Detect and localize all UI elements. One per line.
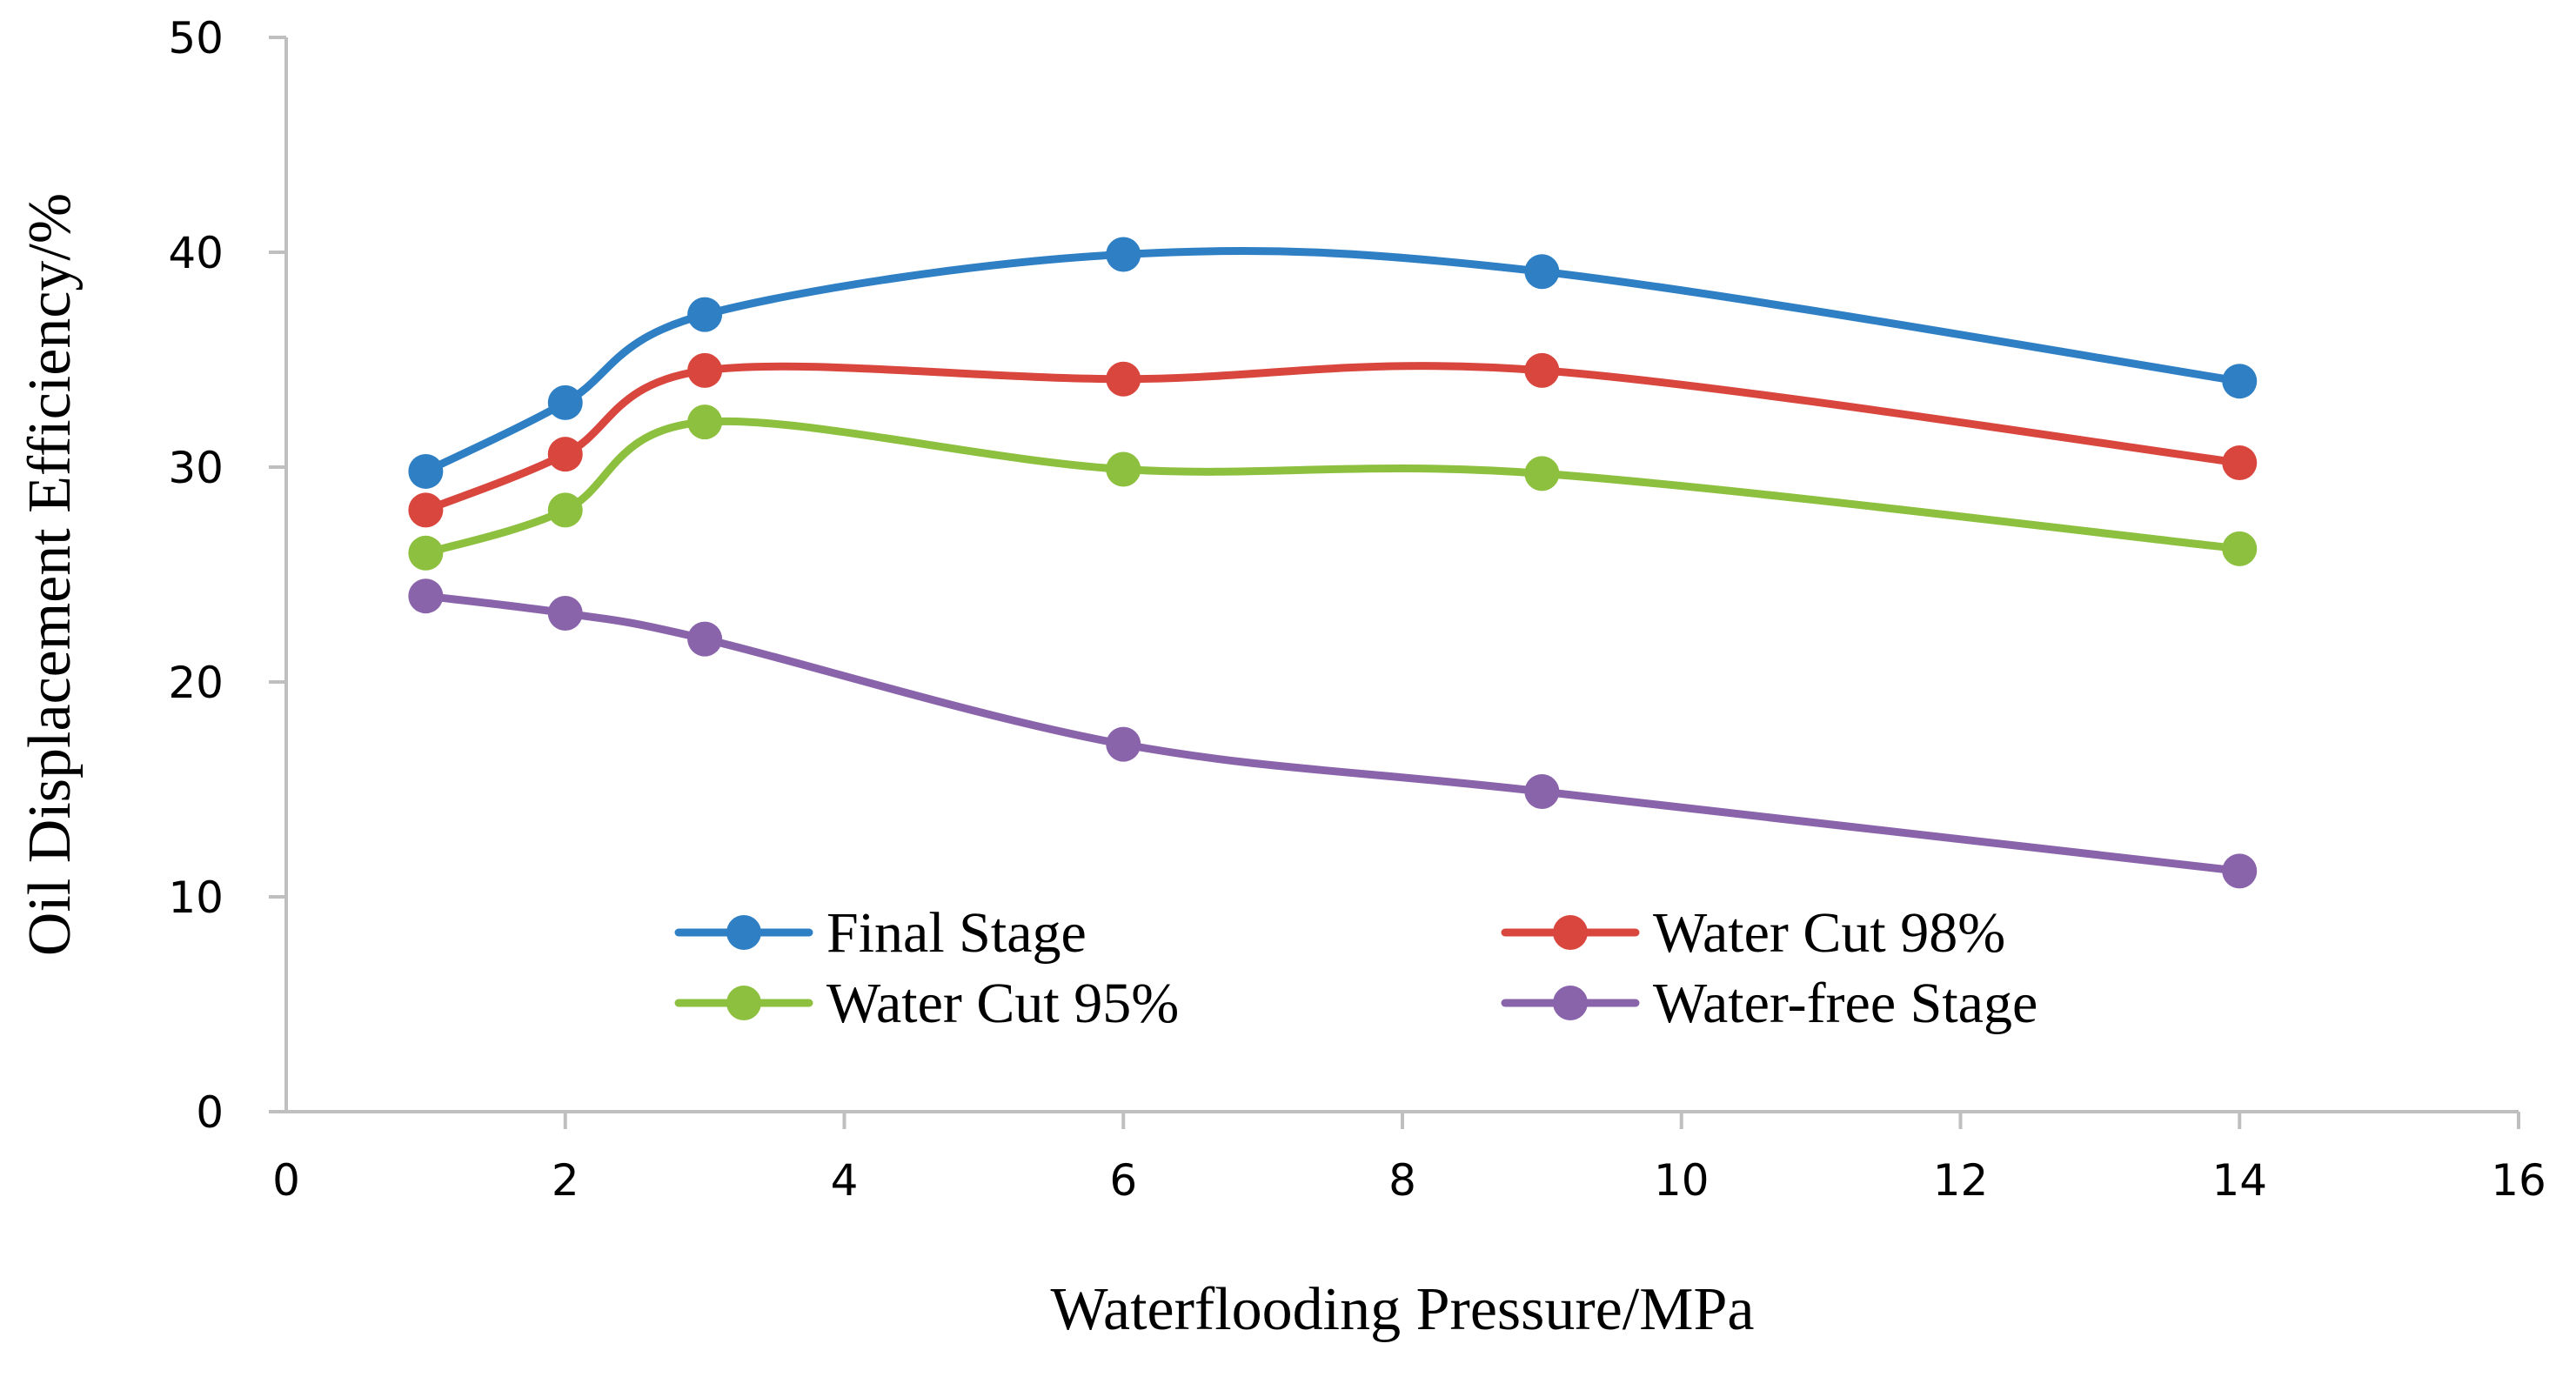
x-tick-label: 12 [1933, 1155, 1989, 1206]
series-line [421, 362, 2244, 514]
x-tick-label: 2 [552, 1155, 579, 1206]
data-point [1106, 361, 1141, 397]
x-tick-label: 0 [272, 1155, 300, 1206]
data-point [408, 492, 444, 528]
x-ticks: 0 2 4 6 8 10 12 14 16 [272, 1112, 2546, 1206]
series-final-stage [408, 237, 2258, 489]
data-point [1106, 451, 1141, 487]
data-point [408, 453, 444, 489]
x-tick-label: 8 [1388, 1155, 1416, 1206]
y-tick-label: 20 [168, 658, 224, 708]
x-tick-label: 6 [1109, 1155, 1137, 1206]
legend-item: Water Cut 95% [674, 972, 1179, 1035]
legend-label: Water Cut 98% [1653, 901, 2005, 965]
data-point [2222, 364, 2258, 399]
legend-item: Final Stage [674, 901, 1087, 965]
legend-item: Water-free Stage [1501, 972, 2037, 1035]
series-water-cut-98- [408, 352, 2258, 528]
data-point [1106, 726, 1141, 762]
data-point [547, 437, 583, 472]
y-tick-label: 0 [196, 1087, 224, 1138]
data-point [1524, 773, 1560, 809]
legend-label: Final Stage [826, 901, 1087, 965]
axes: 0 2 4 6 8 10 12 14 16 0 10 20 30 40 50 [168, 13, 2546, 1206]
data-point [2222, 853, 2258, 889]
data-point [1106, 237, 1141, 272]
data-point [687, 297, 723, 332]
data-point [1524, 352, 1560, 388]
legend: Final Stage Water Cut 98% Water Cut 95% Wat… [674, 901, 2037, 1035]
data-point [687, 352, 723, 388]
data-point [1524, 254, 1560, 290]
data-point [547, 492, 583, 528]
legend-label: Water-free Stage [1653, 972, 2037, 1035]
data-point [2222, 531, 2258, 566]
data-point [1524, 456, 1560, 491]
data-point [408, 535, 444, 571]
legend-swatch-marker [1553, 986, 1588, 1020]
y-tick-label: 10 [168, 872, 224, 923]
data-point [547, 384, 583, 420]
data-point [2222, 445, 2258, 481]
series-group [408, 237, 2258, 889]
data-point [687, 621, 723, 657]
y-axis-title: Oil Displacement Efficiency/% [17, 193, 84, 956]
x-tick-label: 10 [1654, 1155, 1710, 1206]
series-water-cut-95- [408, 404, 2258, 571]
data-point [687, 404, 723, 440]
legend-item: Water Cut 98% [1501, 901, 2005, 965]
data-point [408, 578, 444, 614]
legend-swatch-marker [726, 986, 761, 1020]
y-tick-label: 30 [168, 443, 224, 493]
legend-swatch-marker [1553, 915, 1588, 950]
series-line [421, 417, 2244, 558]
x-tick-label: 14 [2211, 1155, 2267, 1206]
series-water-free-stage [408, 578, 2258, 889]
legend-swatch-marker [726, 915, 761, 950]
legend-label: Water Cut 95% [826, 972, 1179, 1035]
y-ticks: 0 10 20 30 40 50 [168, 13, 286, 1138]
x-tick-label: 4 [831, 1155, 859, 1206]
x-tick-label: 16 [2491, 1155, 2546, 1206]
data-point [547, 595, 583, 631]
y-tick-label: 50 [168, 13, 224, 64]
y-tick-label: 40 [168, 228, 224, 278]
x-axis-title: Waterflooding Pressure/MPa [1051, 1276, 1755, 1343]
